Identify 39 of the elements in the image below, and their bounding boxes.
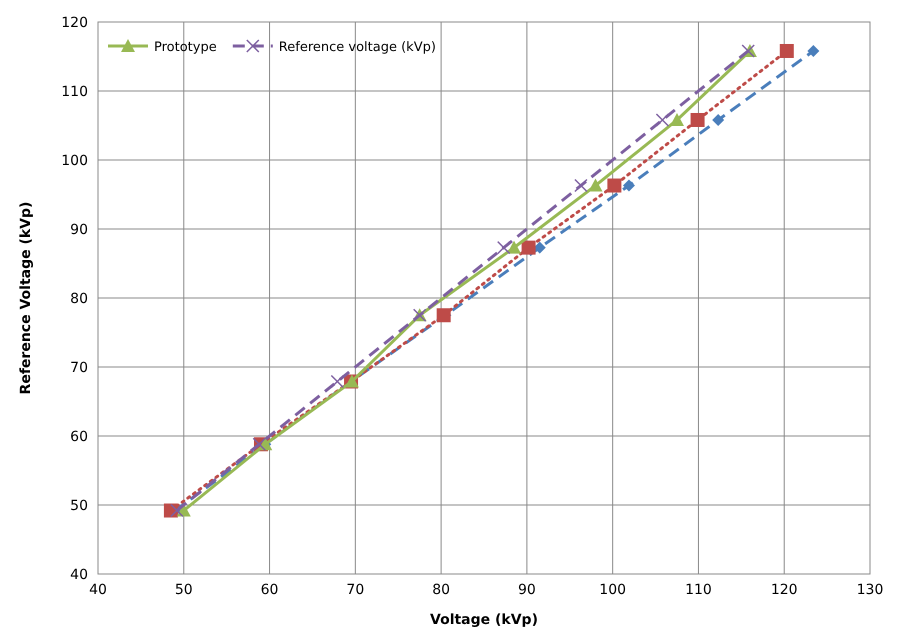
x-tick-label: 60 [260,582,278,598]
y-axis-title: Reference Voltage (kVp) [18,202,34,394]
x-tick-label: 90 [518,582,536,598]
point [588,178,603,192]
point [690,112,705,127]
point [522,240,536,255]
point [170,504,184,518]
point [436,308,451,322]
y-tick-label: 80 [70,291,88,307]
y-tick-label: 100 [61,153,88,169]
point [780,44,794,58]
x-tick-label: 80 [432,582,450,598]
y-tick-label: 70 [70,360,88,376]
legend-label: Prototype [154,40,217,55]
point [712,114,724,126]
y-tick-label: 40 [70,567,88,583]
y-tick-label: 50 [70,498,88,514]
x-tick-label: 120 [770,582,798,598]
point [656,113,670,127]
legend-label: Reference voltage (kVp) [278,40,436,55]
x-tick-label: 40 [89,582,107,598]
point [330,374,344,388]
x-axis-title: Voltage (kVp) [430,612,538,628]
point [607,178,622,193]
point [507,240,522,254]
point [496,240,510,254]
x-tick-label: 50 [174,582,193,598]
y-tick-label: 120 [61,15,88,31]
x-tick-label: 100 [599,582,626,598]
x-tick-label: 130 [856,582,884,598]
y-tick-label: 60 [70,429,88,445]
y-tick-label: 90 [70,222,88,238]
x-tick-label: 70 [346,582,364,598]
point [622,180,635,192]
y-tick-label: 110 [61,84,88,100]
x-tick-label: 110 [685,582,712,598]
point [670,112,684,126]
point [807,44,820,57]
point [574,178,588,192]
